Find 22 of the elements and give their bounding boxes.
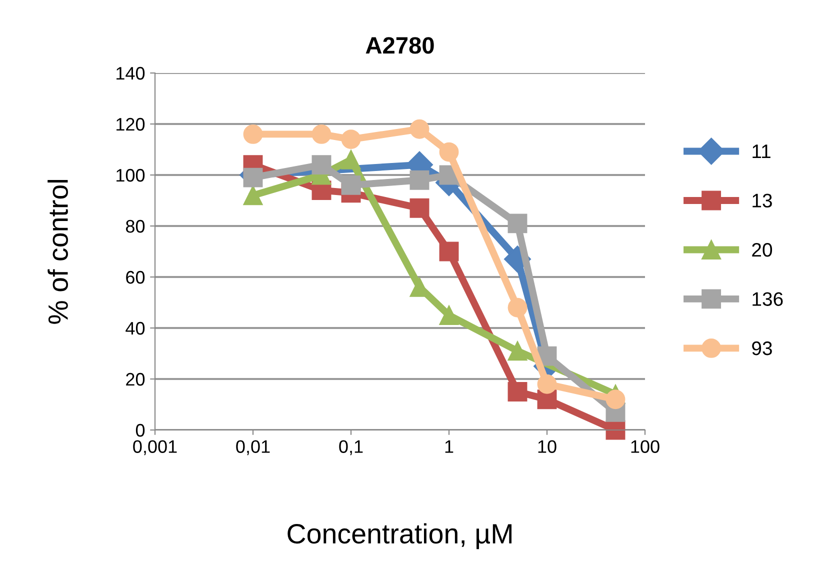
x-tick-label: 0,01 — [236, 440, 270, 456]
y-tick-label: 60 — [126, 270, 145, 284]
y-tick-label: 100 — [116, 168, 145, 182]
legend-label: 93 — [752, 341, 772, 356]
x-tick-label: 0,001 — [133, 440, 177, 456]
x-tick-label: 1 — [445, 440, 454, 453]
x-tick-label: 10 — [538, 440, 556, 453]
x-axis-title: Concentration, µM — [288, 523, 512, 550]
legend-label: 20 — [752, 242, 772, 257]
y-tick-label: 140 — [116, 66, 145, 80]
y-tick-label: 20 — [126, 372, 145, 386]
y-tick-label: 80 — [126, 220, 145, 233]
x-tick-label: 0,1 — [339, 440, 363, 456]
y-tick-label: 0 — [136, 424, 145, 437]
y-axis-title: % of control — [48, 180, 68, 324]
y-tick-label: 120 — [116, 118, 145, 131]
legend-label: 11 — [752, 144, 770, 158]
y-tick-label: 40 — [126, 322, 145, 335]
x-tick-label: 100 — [631, 440, 660, 453]
legend-label: 136 — [752, 292, 783, 306]
legend-label: 13 — [752, 194, 772, 208]
chart-title: A2780 — [366, 37, 434, 54]
